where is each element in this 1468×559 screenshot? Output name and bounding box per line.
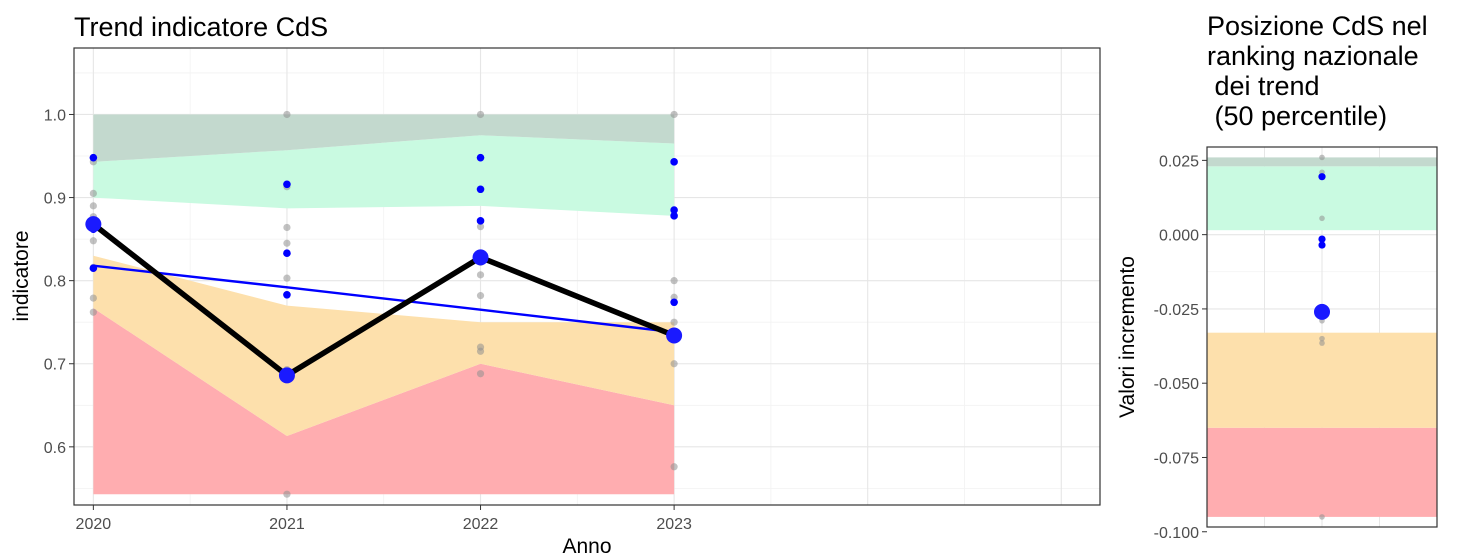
gray-point bbox=[670, 318, 678, 326]
trend-chart-title: Trend indicatore CdS bbox=[74, 12, 328, 42]
x-tick-label: 2022 bbox=[463, 516, 499, 533]
indicator-point bbox=[85, 216, 102, 233]
gray-point bbox=[1319, 215, 1325, 222]
band-1 bbox=[1207, 332, 1437, 428]
blue-point bbox=[89, 153, 98, 162]
blue-point bbox=[283, 249, 291, 258]
trend-x-axis-label: Anno bbox=[562, 535, 611, 558]
indicator-point bbox=[666, 327, 683, 344]
gray-point bbox=[476, 347, 485, 355]
gray-point bbox=[89, 294, 97, 302]
y-tick-label: 0.9 bbox=[44, 191, 66, 208]
ranking-bands bbox=[1207, 157, 1437, 517]
blue-point bbox=[670, 158, 678, 166]
y-tick-label: 0.7 bbox=[44, 357, 66, 374]
y-tick-label: -0.025 bbox=[1154, 302, 1199, 319]
gray-point bbox=[1319, 154, 1325, 161]
y-tick-label: 0.000 bbox=[1159, 228, 1199, 245]
y-tick-label: 0.6 bbox=[44, 440, 66, 457]
blue-point bbox=[283, 290, 291, 299]
y-tick-label: 1.0 bbox=[44, 107, 66, 124]
indicator-line bbox=[91, 221, 676, 379]
gray-point bbox=[670, 110, 678, 119]
ranking-y-axis-label: Valori incremento bbox=[1116, 256, 1139, 418]
gray-point bbox=[476, 271, 485, 279]
blue-point bbox=[670, 206, 678, 214]
gray-point bbox=[283, 239, 291, 247]
ranking-title-line: dei trend bbox=[1207, 71, 1320, 101]
ranking-title-line: ranking nazionale bbox=[1207, 41, 1419, 71]
ranking-title-line: Posizione CdS nel bbox=[1207, 11, 1428, 41]
ranking-axis-ticks: 0.025 0.000 -0.025 -0.050 -0.075 -0.100 bbox=[1154, 153, 1207, 542]
gray-point bbox=[1319, 514, 1325, 520]
blue-point bbox=[283, 180, 291, 189]
gray-point bbox=[476, 370, 485, 378]
trend-lines bbox=[91, 221, 676, 379]
blue-point bbox=[476, 185, 485, 194]
gray-point bbox=[1319, 335, 1325, 342]
gray-point bbox=[283, 110, 291, 119]
x-tick-label: 2021 bbox=[269, 516, 305, 533]
gray-point bbox=[670, 360, 678, 368]
band-3 bbox=[1207, 157, 1437, 167]
gray-point bbox=[670, 463, 678, 471]
ranking-point bbox=[1314, 303, 1330, 320]
band-1 bbox=[93, 255, 675, 437]
trend-axis-ticks: 0.6 0.7 0.8 0.9 1.0 2020 2021 2022 2023 bbox=[44, 107, 692, 533]
trend-plot-border bbox=[73, 47, 1101, 506]
trend-bands bbox=[93, 114, 675, 495]
ranking-plot-border bbox=[1206, 146, 1438, 528]
ranking-blue-points bbox=[1318, 173, 1326, 249]
trend-line bbox=[93, 264, 675, 334]
gray-point bbox=[283, 223, 291, 232]
blue-point bbox=[1318, 173, 1326, 181]
gray-point bbox=[476, 292, 485, 300]
y-tick-label: -0.075 bbox=[1154, 450, 1199, 467]
gray-point bbox=[1319, 340, 1325, 346]
blue-point bbox=[476, 217, 485, 225]
trend-chart: Trend indicatore CdS 0.6 0.7 0.8 0.9 1.0 2020… bbox=[10, 12, 1101, 558]
y-tick-label: 0.8 bbox=[44, 274, 66, 291]
blue-point bbox=[670, 212, 678, 220]
indicator-point bbox=[278, 367, 295, 384]
band-0 bbox=[1207, 427, 1437, 517]
gray-point bbox=[476, 110, 485, 119]
gray-point bbox=[670, 277, 678, 285]
gray-point bbox=[89, 237, 97, 245]
y-tick-label: -0.050 bbox=[1154, 376, 1199, 393]
y-tick-label: 0.025 bbox=[1159, 153, 1199, 170]
gray-point bbox=[283, 274, 291, 282]
x-tick-label: 2020 bbox=[76, 516, 112, 533]
trend-markers bbox=[85, 216, 683, 384]
blue-point bbox=[1318, 241, 1326, 249]
blue-point bbox=[476, 153, 485, 162]
band-0 bbox=[93, 308, 675, 495]
indicator-point bbox=[472, 249, 489, 266]
gray-point bbox=[89, 202, 97, 210]
ranking-markers bbox=[1314, 303, 1330, 320]
x-tick-label: 2023 bbox=[656, 516, 692, 533]
band-3 bbox=[93, 114, 675, 162]
trend-y-axis-label: indicatore bbox=[10, 230, 33, 321]
gray-point bbox=[476, 223, 485, 231]
blue-point bbox=[670, 298, 678, 307]
gray-point bbox=[89, 308, 97, 316]
gray-point bbox=[283, 490, 291, 498]
ranking-title-line: (50 percentile) bbox=[1207, 101, 1387, 131]
band-2 bbox=[93, 135, 675, 216]
y-tick-label: -0.100 bbox=[1154, 525, 1199, 542]
gray-point bbox=[89, 189, 97, 198]
blue-point bbox=[1318, 235, 1326, 243]
